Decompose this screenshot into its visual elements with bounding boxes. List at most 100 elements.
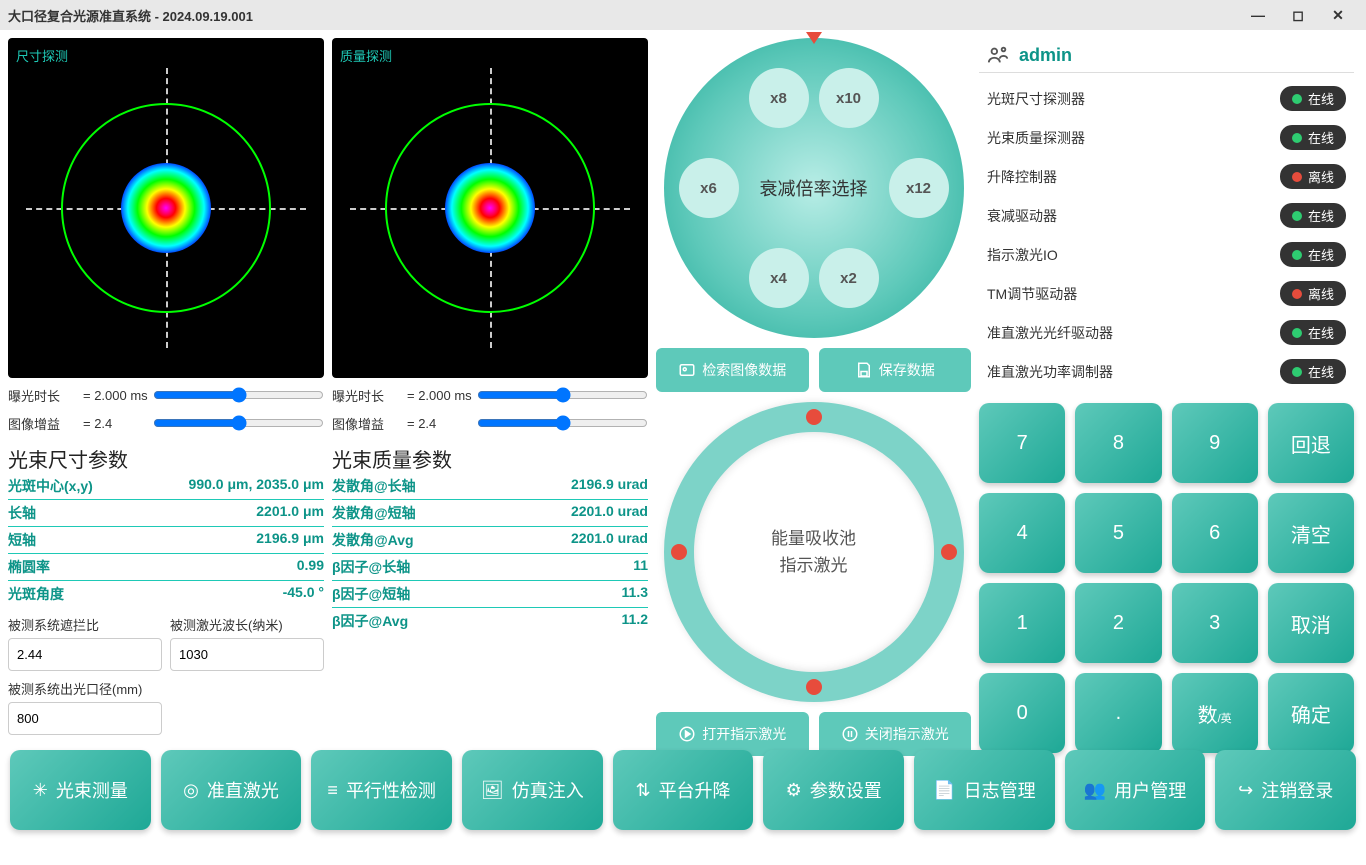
- param-value: 2196.9 urad: [571, 476, 648, 496]
- status-badge: 离线: [1280, 281, 1346, 306]
- nav-label: 仿真注入: [512, 777, 584, 803]
- nav-平台升降[interactable]: ⇅平台升降: [613, 750, 754, 830]
- key-1[interactable]: 1: [979, 583, 1065, 663]
- device-row: 升降控制器离线: [979, 157, 1354, 196]
- key-5[interactable]: 5: [1075, 493, 1161, 573]
- nav-仿真注入[interactable]: 🖼 仿真注入: [462, 750, 603, 830]
- status-badge: 离线: [1280, 164, 1346, 189]
- device-row: 准直激光功率调制器 在线: [979, 352, 1354, 391]
- occlusion-input[interactable]: [8, 638, 162, 671]
- username: admin: [1019, 45, 1072, 66]
- energy-pool-line2: 指示激光: [771, 552, 856, 579]
- nav-日志管理[interactable]: 📄日志管理: [914, 750, 1055, 830]
- param-value: 990.0 μm, 2035.0 μm: [189, 476, 324, 496]
- device-name: 准直激光功率调制器: [987, 362, 1113, 382]
- key-数/英[interactable]: 数/英: [1172, 673, 1258, 753]
- param-value: 2196.9 μm: [256, 530, 324, 550]
- nav-平行性检测[interactable]: ≡ 平行性检测: [311, 750, 452, 830]
- status-badge: 在线: [1280, 359, 1346, 384]
- laser-dot-top: [806, 409, 822, 425]
- key-0[interactable]: 0: [979, 673, 1065, 753]
- size-gain-slider[interactable]: [153, 415, 324, 431]
- key-3[interactable]: 3: [1172, 583, 1258, 663]
- save-data-button[interactable]: 保存数据: [819, 348, 972, 392]
- quality-detector-label: 质量探测: [340, 46, 392, 65]
- dial-marker-icon: [806, 32, 822, 44]
- atten-x10[interactable]: x10: [819, 68, 879, 128]
- attenuation-title: 衰减倍率选择: [760, 175, 868, 201]
- nav-icon: ≡: [327, 780, 338, 801]
- exposure-value: = 2.000 ms: [83, 388, 153, 403]
- key-.[interactable]: .: [1075, 673, 1161, 753]
- nav-label: 平台升降: [659, 777, 731, 803]
- quality-exposure-slider[interactable]: [477, 387, 648, 403]
- key-9[interactable]: 9: [1172, 403, 1258, 483]
- param-key: β因子@短轴: [332, 584, 410, 604]
- gain-label: 图像增益: [332, 414, 407, 433]
- key-8[interactable]: 8: [1075, 403, 1161, 483]
- nav-icon: 🖼: [481, 780, 504, 801]
- energy-pool-line1: 能量吸收池: [771, 525, 856, 552]
- nav-icon: ✳: [33, 780, 48, 801]
- param-key: 发散角@短轴: [332, 503, 416, 523]
- nav-准直激光[interactable]: ◎准直激光: [161, 750, 302, 830]
- status-dot-icon: [1292, 94, 1302, 104]
- device-row: 指示激光IO在线: [979, 235, 1354, 274]
- aperture-input[interactable]: [8, 702, 162, 735]
- nav-icon: ⚙: [786, 780, 802, 801]
- occlusion-label: 被测系统遮拦比: [8, 615, 162, 634]
- param-value: 2201.0 urad: [571, 530, 648, 550]
- key-回退[interactable]: 回退: [1268, 403, 1354, 483]
- key-2[interactable]: 2: [1075, 583, 1161, 663]
- quality-gain-slider[interactable]: [477, 415, 648, 431]
- size-detector-label: 尺寸探测: [16, 46, 68, 65]
- size-params-title: 光束尺寸参数: [8, 444, 324, 473]
- user-row: admin: [979, 38, 1354, 73]
- size-exposure-slider[interactable]: [153, 387, 324, 403]
- key-7[interactable]: 7: [979, 403, 1065, 483]
- status-badge: 在线: [1280, 242, 1346, 267]
- key-6[interactable]: 6: [1172, 493, 1258, 573]
- atten-x12[interactable]: x12: [889, 158, 949, 218]
- atten-x8[interactable]: x8: [749, 68, 809, 128]
- atten-x4[interactable]: x4: [749, 248, 809, 308]
- nav-label: 准直激光: [207, 777, 279, 803]
- nav-光束测量[interactable]: ✳光束测量: [10, 750, 151, 830]
- status-dot-icon: [1292, 250, 1302, 260]
- nav-label: 参数设置: [810, 777, 882, 803]
- exposure-value: = 2.000 ms: [407, 388, 477, 403]
- titlebar: 大口径复合光源准直系统 - 2024.09.19.001 — ◻ ✕: [0, 0, 1366, 30]
- device-name: 准直激光光纤驱动器: [987, 323, 1113, 343]
- param-value: 2201.0 μm: [256, 503, 324, 523]
- nav-label: 平行性检测: [346, 777, 436, 803]
- device-row: 衰减驱动器在线: [979, 196, 1354, 235]
- key-4[interactable]: 4: [979, 493, 1065, 573]
- device-name: 光斑尺寸探测器: [987, 89, 1085, 109]
- nav-注销登录[interactable]: ↪注销登录: [1215, 750, 1356, 830]
- nav-label: 注销登录: [1261, 777, 1333, 803]
- wavelength-input[interactable]: [170, 638, 324, 671]
- minimize-button[interactable]: —: [1238, 7, 1278, 23]
- nav-用户管理[interactable]: 👥用户管理: [1065, 750, 1206, 830]
- bottom-nav: ✳光束测量◎准直激光 ≡ 平行性检测 🖼 仿真注入 ⇅平台升降 ⚙ 参数设置 📄日志管理👥用户管…: [0, 750, 1366, 840]
- atten-x6[interactable]: x6: [679, 158, 739, 218]
- maximize-button[interactable]: ◻: [1278, 7, 1318, 24]
- size-detector-view: 尺寸探测: [8, 38, 324, 378]
- close-button[interactable]: ✕: [1318, 7, 1358, 24]
- aperture-label: 被测系统出光口径(mm): [8, 679, 162, 698]
- device-name: 光束质量探测器: [987, 128, 1085, 148]
- status-dot-icon: [1292, 328, 1302, 338]
- param-value: 0.99: [297, 557, 324, 577]
- search-image-button[interactable]: 检索图像数据: [656, 348, 809, 392]
- param-key: 发散角@长轴: [332, 476, 416, 496]
- nav-参数设置[interactable]: ⚙ 参数设置: [763, 750, 904, 830]
- status-dot-icon: [1292, 367, 1302, 377]
- key-确定[interactable]: 确定: [1268, 673, 1354, 753]
- energy-pool-ring: 能量吸收池指示激光: [664, 402, 964, 702]
- atten-x2[interactable]: x2: [819, 248, 879, 308]
- device-row: 准直激光光纤驱动器在线: [979, 313, 1354, 352]
- param-key: 椭圆率: [8, 557, 50, 577]
- device-row: 光斑尺寸探测器在线: [979, 79, 1354, 118]
- key-取消[interactable]: 取消: [1268, 583, 1354, 663]
- key-清空[interactable]: 清空: [1268, 493, 1354, 573]
